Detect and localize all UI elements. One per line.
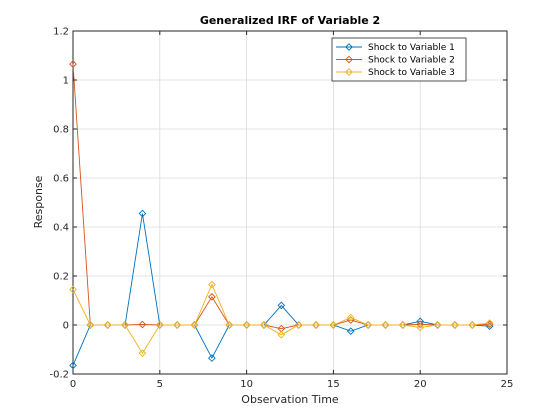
x-tick-label: 15 bbox=[327, 379, 340, 390]
y-tick-label: 0.6 bbox=[53, 174, 69, 185]
data-point bbox=[208, 292, 216, 301]
x-tick-label: 10 bbox=[240, 379, 253, 390]
data-point bbox=[138, 320, 147, 329]
x-tick-label: 0 bbox=[70, 379, 76, 390]
data-point bbox=[208, 280, 216, 289]
legend-label: Shock to Variable 2 bbox=[368, 56, 455, 66]
data-point bbox=[364, 321, 372, 329]
data-point bbox=[451, 321, 459, 329]
y-tick-label: 0.8 bbox=[53, 125, 69, 136]
plot-area bbox=[72, 30, 508, 375]
data-point bbox=[103, 321, 112, 329]
legend-label: Shock to Variable 1 bbox=[368, 43, 455, 53]
legend-entry: Shock to Variable 2 bbox=[336, 56, 455, 66]
data-point bbox=[190, 321, 199, 329]
y-tick-label: 0 bbox=[63, 321, 69, 332]
series-line bbox=[72, 64, 490, 330]
data-point bbox=[277, 301, 286, 310]
data-point bbox=[381, 321, 390, 329]
series-line bbox=[72, 283, 490, 355]
chart-title: Generalized IRF of Variable 2 bbox=[200, 14, 380, 27]
y-tick-label: 0.2 bbox=[53, 272, 69, 283]
data-point bbox=[155, 321, 164, 329]
y-tick-label: 0.4 bbox=[53, 223, 69, 234]
data-point bbox=[399, 321, 407, 329]
series-layer bbox=[69, 60, 494, 370]
data-point bbox=[294, 321, 303, 329]
data-point bbox=[86, 321, 95, 329]
series-3 bbox=[69, 280, 494, 358]
data-point bbox=[69, 361, 77, 370]
data-point bbox=[121, 321, 129, 329]
legend-marker bbox=[345, 43, 353, 51]
data-point bbox=[242, 321, 251, 329]
x-tick-label: 5 bbox=[157, 379, 163, 390]
legend-entry: Shock to Variable 1 bbox=[336, 43, 455, 53]
legend-marker bbox=[345, 68, 353, 76]
data-point bbox=[260, 321, 268, 329]
data-point bbox=[69, 285, 77, 294]
x-axis-label: Observation Time bbox=[241, 393, 339, 406]
grid-lines bbox=[72, 30, 508, 375]
data-point bbox=[468, 321, 477, 329]
data-point bbox=[138, 349, 147, 358]
x-tick-label: 25 bbox=[501, 379, 514, 390]
data-point bbox=[485, 319, 494, 327]
legend-label: Shock to Variable 3 bbox=[368, 68, 455, 78]
legend: Shock to Variable 1 Shock to Variable 2 Sh… bbox=[331, 37, 467, 82]
data-point bbox=[69, 60, 77, 68]
data-point bbox=[208, 354, 216, 362]
legend-marker bbox=[345, 55, 353, 64]
series-2 bbox=[69, 60, 494, 333]
data-point bbox=[433, 321, 442, 329]
legend-entry: Shock to Variable 3 bbox=[336, 68, 455, 78]
data-point bbox=[346, 313, 355, 322]
data-point bbox=[329, 321, 338, 329]
x-tick-label: 20 bbox=[414, 379, 427, 390]
y-axis-label: Response bbox=[32, 175, 45, 228]
y-tick-label: 1.2 bbox=[53, 27, 69, 38]
data-point bbox=[346, 327, 355, 335]
data-point bbox=[416, 323, 425, 332]
data-point bbox=[138, 209, 147, 218]
series-1 bbox=[69, 209, 494, 370]
data-point bbox=[225, 321, 234, 329]
data-point bbox=[173, 321, 181, 329]
data-point bbox=[277, 330, 286, 339]
data-point bbox=[312, 321, 320, 329]
tick-layer: 0 5 10 15 20 25-0.200.20.40.60.811.2 bbox=[49, 27, 513, 391]
y-tick-label: 1 bbox=[63, 76, 69, 87]
y-tick-label: -0.2 bbox=[49, 370, 69, 381]
